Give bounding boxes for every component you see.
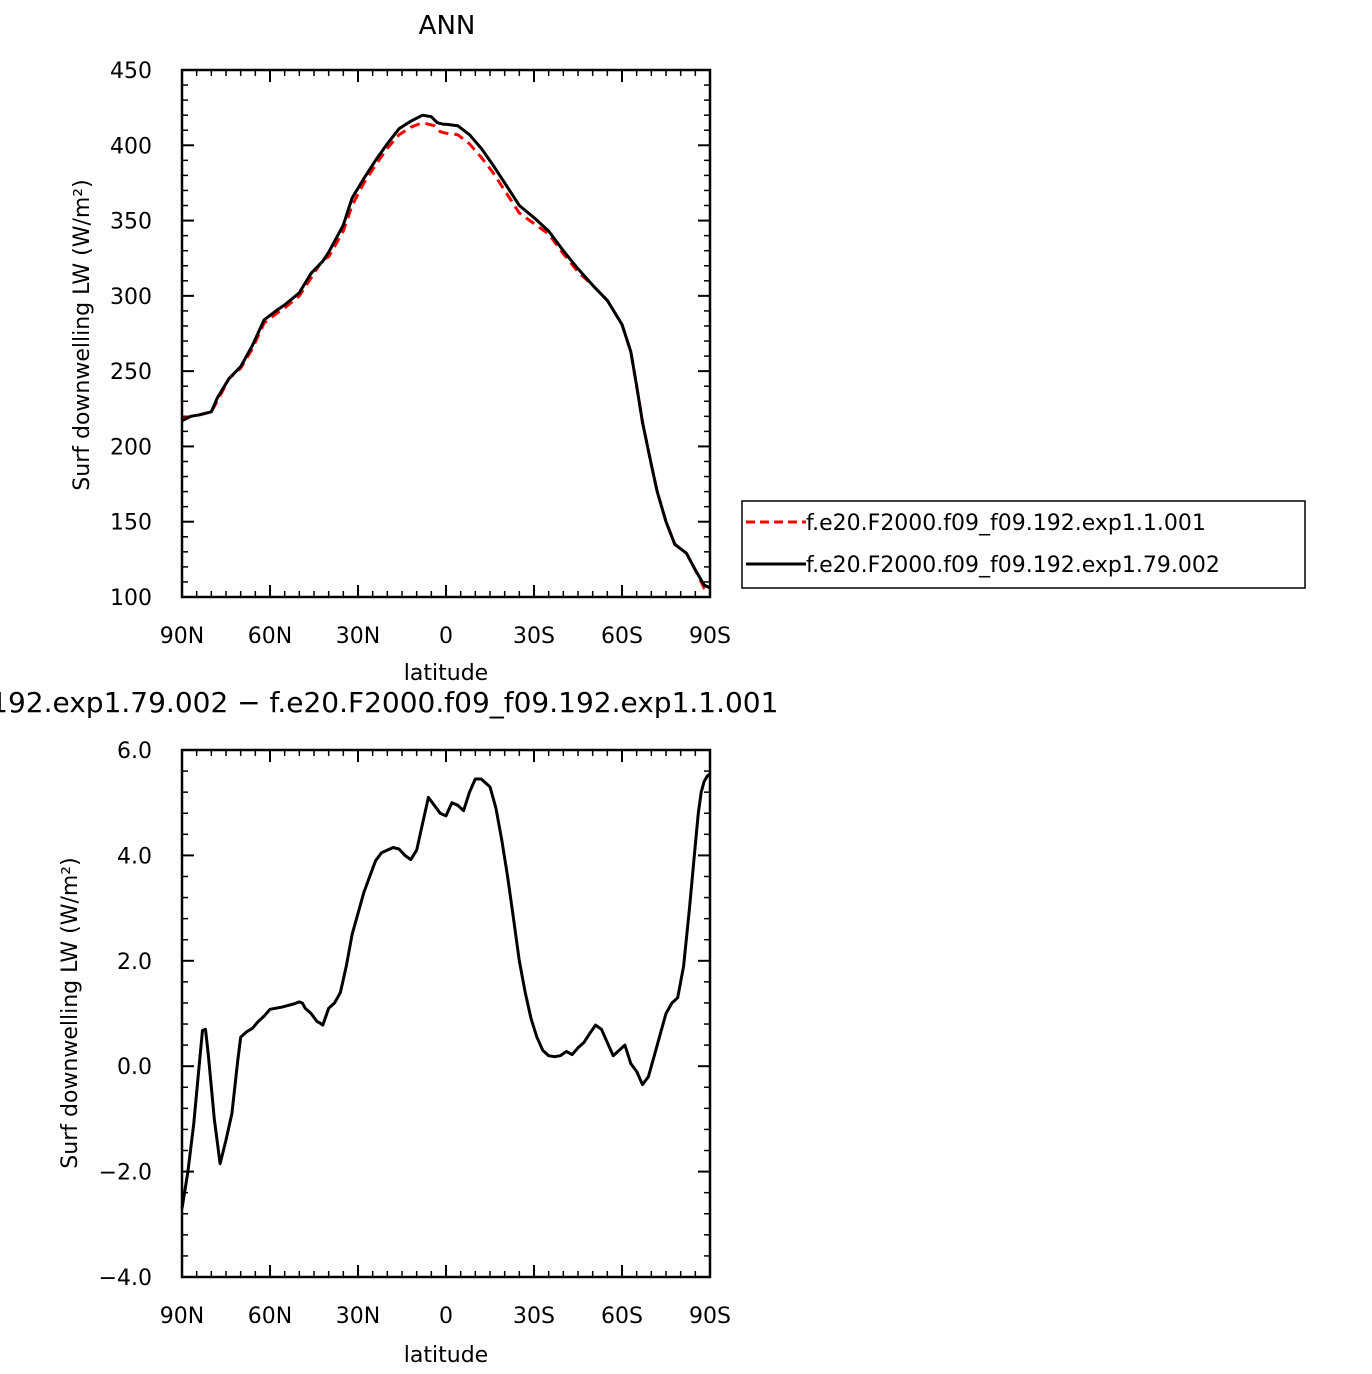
chart-bottom-ylabel: Surf downwelling LW (W/m²): [58, 857, 83, 1168]
y-tick-label: 0.0: [117, 1055, 152, 1080]
chart-top-y-tick-labels: 100 150 200 250 300 350 400 450: [110, 59, 152, 611]
x-tick-label: 90N: [160, 1304, 204, 1329]
chart-top-legend: f.e20.F2000.f09_f09.192.exp1.1.001 f.e20…: [741, 500, 1306, 589]
x-tick-label: 0: [439, 1304, 453, 1329]
x-tick-label: 60S: [601, 1304, 643, 1329]
chart-top-title: ANN: [419, 11, 476, 41]
x-tick-label: 30N: [336, 1304, 380, 1329]
chart-top-xlabel: latitude: [404, 661, 488, 686]
chart-top-ylabel: Surf downwelling LW (W/m²): [70, 179, 95, 490]
chart-bottom-frame: [180, 748, 712, 1279]
x-tick-label: 0: [439, 624, 453, 649]
x-tick-label: 30N: [336, 624, 380, 649]
series-line-2: [181, 113, 711, 590]
x-tick-label: 60S: [601, 624, 643, 649]
chart-top-x-tick-labels: 90N 60N 30N 0 30S 60S 90S: [160, 624, 731, 649]
x-tick-label: 90S: [689, 1304, 731, 1329]
series-line-1: [180, 772, 712, 1209]
chart-bottom-ticks: [181, 749, 711, 1278]
legend-box: [741, 500, 1306, 589]
y-tick-label: 450: [110, 59, 152, 84]
x-tick-label: 60N: [248, 1304, 292, 1329]
chart-top-ticks: [181, 69, 711, 598]
y-tick-label: 400: [110, 134, 152, 159]
x-tick-label: 30S: [513, 624, 555, 649]
chart-bottom-x-tick-labels: 90N 60N 30N 0 30S 60S 90S: [160, 1304, 731, 1329]
x-tick-label: 60N: [248, 624, 292, 649]
y-tick-label: 2.0: [117, 950, 152, 975]
y-tick-label: −2.0: [99, 1161, 152, 1186]
y-tick-label: 6.0: [117, 739, 152, 764]
series-line-1: [181, 121, 711, 594]
chart-top: ANN 90N 60N 30N 0 30S 60S 90S 100 150 200 250 300 3…: [70, 11, 1306, 686]
legend-entry-series-2: f.e20.F2000.f09_f09.192.exp1.79.002: [806, 553, 1220, 578]
chart-bottom: f.e20.F2000.f09_f09.192.exp1.79.002 − f.…: [0, 686, 778, 1368]
chart-top-frame: [180, 68, 712, 599]
y-tick-label: −4.0: [99, 1266, 152, 1291]
y-tick-label: 4.0: [117, 844, 152, 869]
chart-bottom-title: f.e20.F2000.f09_f09.192.exp1.79.002 − f.…: [0, 686, 778, 719]
y-tick-label: 300: [110, 285, 152, 310]
y-tick-label: 150: [110, 511, 152, 536]
x-tick-label: 90S: [689, 624, 731, 649]
chart-bottom-series: [180, 772, 712, 1209]
y-tick-label: 250: [110, 360, 152, 385]
y-tick-label: 100: [110, 586, 152, 611]
legend-entry-series-1: f.e20.F2000.f09_f09.192.exp1.1.001: [806, 511, 1206, 536]
chart-top-series: [181, 113, 711, 594]
y-tick-label: 200: [110, 435, 152, 460]
chart-bottom-xlabel: latitude: [404, 1343, 488, 1368]
chart-bottom-y-tick-labels: −4.0 −2.0 0.0 2.0 4.0 6.0: [99, 739, 152, 1291]
y-tick-label: 350: [110, 210, 152, 235]
x-tick-label: 90N: [160, 624, 204, 649]
x-tick-label: 30S: [513, 1304, 555, 1329]
